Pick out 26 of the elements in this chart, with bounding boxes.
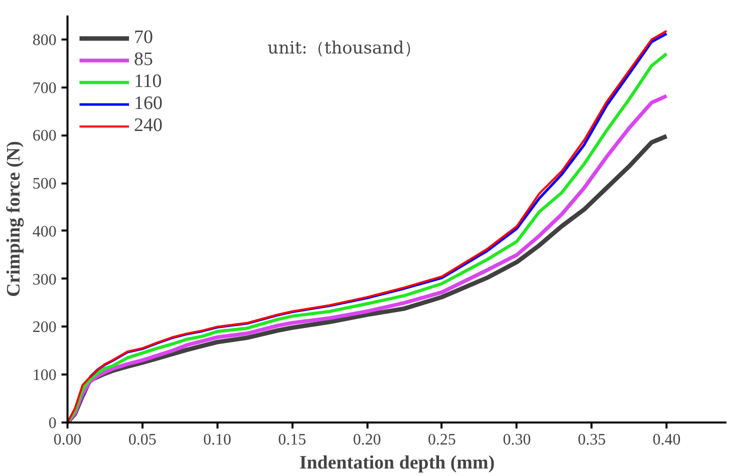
y-tick-label: 400 (32, 223, 56, 240)
x-tick-label: 0.10 (203, 432, 232, 448)
x-tick-label: 0.40 (652, 432, 681, 448)
y-tick-label: 700 (32, 80, 56, 97)
y-tick-label: 600 (32, 128, 56, 145)
x-tick-label: 0.00 (54, 432, 82, 448)
x-tick-label: 0.05 (128, 432, 156, 448)
legend-label: 85 (134, 49, 154, 71)
y-tick-label: 300 (32, 271, 56, 288)
y-tick-label: 100 (32, 367, 56, 384)
x-tick-label: 0.35 (578, 432, 606, 448)
x-tick-label: 0.20 (353, 432, 382, 448)
legend-label: 70 (134, 27, 154, 49)
y-tick-label: 0 (48, 415, 56, 432)
legend-label: 160 (134, 93, 162, 115)
legend-title: unit:（thousand） (268, 38, 422, 58)
x-tick-label: 0.30 (502, 432, 531, 448)
legend-label: 240 (134, 115, 162, 137)
x-axis-title: Indentation depth (mm) (299, 452, 495, 474)
y-axis-title: Crimping force (N) (4, 141, 24, 297)
x-tick-label: 0.15 (278, 432, 306, 448)
y-tick-label: 500 (32, 176, 56, 193)
legend-label: 110 (134, 71, 162, 93)
y-tick-label: 200 (32, 319, 56, 336)
x-tick-label: 0.25 (428, 432, 456, 448)
y-tick-label: 800 (32, 32, 56, 49)
